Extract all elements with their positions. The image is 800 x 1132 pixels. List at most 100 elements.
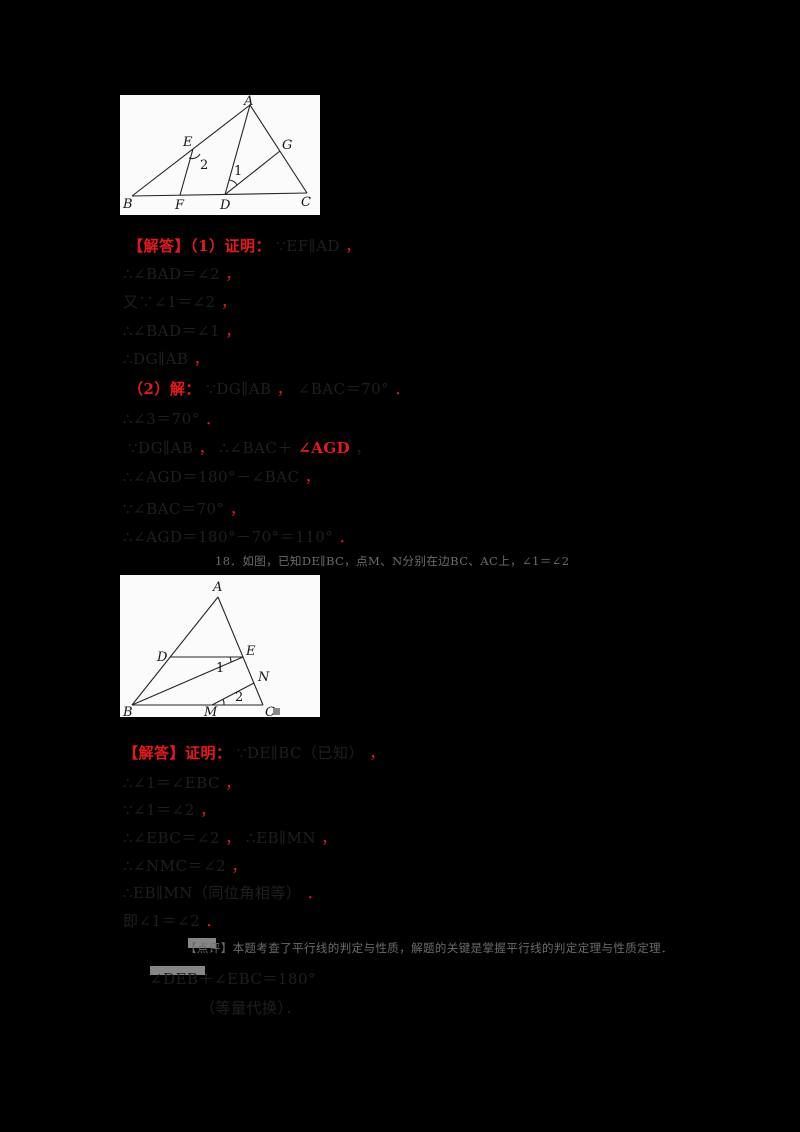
answer-label: 【解答】证明： [123, 744, 232, 762]
red-punctuation: ， [225, 322, 241, 340]
point-label-d: D [219, 198, 231, 213]
figure-1-drawing: A B F D C E G 2 1 [122, 95, 311, 213]
solution1-line-2: ∴∠BAD＝∠2 ， [123, 263, 241, 284]
selection-highlight [150, 966, 205, 975]
proof-statement: ∴EB∥MN（同位角相等） [123, 884, 302, 902]
point-label-a: A [243, 95, 253, 109]
proof-statement: ∵∠1＝∠2 [123, 801, 195, 819]
proof-statement: ∴∠AGD＝180°－70°＝110° [123, 528, 334, 546]
solution1-line-1: 【解答】（1）证明： ∵EF∥AD ， [128, 235, 361, 256]
proof-statement: 又∵∠1＝∠2 [123, 293, 216, 311]
segment-ad [224, 104, 251, 195]
review-note: 【点评】本题考查了平行线的判定与性质，解题的关键是掌握平行线的判定定理与性质定理… [185, 941, 673, 955]
proof-statement: 即∠1＝∠2 [123, 912, 201, 930]
solution1-line-9: ∴∠AGD＝180°－∠BAC ， [123, 466, 320, 487]
red-punctuation: ， [200, 801, 216, 819]
proof-statement: ∠BAC＝70° [297, 380, 390, 398]
problem2-statement: 18．如图，已知DE∥BC，点M、N分别在边BC、AC上，∠1＝∠2 [215, 554, 570, 568]
proof-statement: ∴∠NMC＝∠2 [123, 857, 227, 875]
red-punctuation: ， [225, 774, 241, 792]
proof-statement: ∴∠EBC＝∠2 [123, 829, 220, 847]
edge-ac [217, 596, 264, 706]
scan-artifact [273, 708, 280, 715]
point-label-c: C [265, 705, 275, 717]
solution2-line-7: 即∠1＝∠2 ． [123, 910, 221, 931]
red-punctuation: ． [306, 884, 323, 902]
part2-label: （2）解： [128, 380, 201, 398]
highlighted-term: ∠AGD [298, 439, 351, 457]
red-punctuation: ． [338, 528, 355, 546]
red-punctuation: ， [321, 829, 337, 847]
angle-label-1: 1 [234, 164, 242, 179]
segment-be [131, 656, 244, 706]
angle-label-1: 1 [216, 661, 224, 676]
proof-statement: ， [355, 439, 371, 457]
red-punctuation: ， [231, 857, 247, 875]
point-label-f: F [174, 198, 185, 213]
point-label-m: M [203, 705, 218, 717]
angle-1-arc [228, 179, 238, 186]
proof-statement: ∵DG∥AB [128, 439, 194, 457]
proof-statement: ∵DE∥BC（已知） [236, 744, 365, 762]
angle-2-arc [222, 698, 225, 706]
solution2-line-6: ∴EB∥MN（同位角相等） ． [123, 882, 322, 903]
solution1-line-8: ∵DG∥AB ， ∴∠BAC＋ ∠AGD ， [128, 437, 371, 458]
red-punctuation: ， [229, 500, 246, 518]
red-punctuation: ， [276, 380, 293, 398]
segment-ef [179, 148, 194, 196]
proof-statement: ∴∠3＝70° [123, 410, 200, 428]
solution2-line-5: ∴∠NMC＝∠2 ， [123, 855, 247, 876]
solution2-line-2: ∴∠1＝∠EBC ， [123, 772, 241, 793]
proof-statement: ∴DG∥AB [123, 350, 189, 368]
proof-statement: ∴EB∥MN [246, 829, 316, 847]
segment-mn [211, 682, 255, 706]
point-label-d: D [156, 650, 168, 665]
segment-dg [224, 150, 281, 196]
proof-statement: ∴∠BAD＝∠1 [123, 322, 221, 340]
solution1-line-4: ∴∠BAD＝∠1 ， [123, 320, 241, 341]
angle-2-arc [188, 153, 201, 160]
red-punctuation: ， [369, 744, 385, 762]
proof-statement: ∵∠BAC＝70° [123, 500, 225, 518]
selection-highlight [188, 938, 216, 948]
point-label-e: E [182, 135, 193, 150]
answer-label: 【解答】（1）证明： [128, 237, 271, 255]
closing-line-1: ∠DEB＋∠EBC＝180° [150, 970, 316, 988]
proof-statement: ∵EF∥AD [276, 237, 340, 255]
point-label-c: C [301, 195, 311, 210]
proof-statement: ∴∠BAD＝∠2 [123, 265, 221, 283]
figure-2-triangle-abc: A B C D E N M 1 2 [120, 575, 320, 717]
edge-ba [131, 596, 219, 706]
proof-statement: ∴∠1＝∠EBC [123, 774, 220, 792]
closing-line-2: （等量代换）． [200, 999, 302, 1017]
red-punctuation: ， [225, 829, 241, 847]
point-label-n: N [257, 670, 270, 685]
red-punctuation: ， [225, 265, 241, 283]
red-punctuation: ， [193, 350, 210, 368]
figure-1-triangle-abc: A B F D C E G 2 1 [120, 95, 320, 215]
solution2-line-4: ∴∠EBC＝∠2 ， ∴EB∥MN ， [123, 827, 337, 848]
red-punctuation: ， [345, 237, 361, 255]
solution1-line-6: （2）解： ∵DG∥AB ， ∠BAC＝70° ． [128, 378, 410, 399]
point-label-b: B [122, 197, 133, 212]
solution1-line-3: 又∵∠1＝∠2 ， [123, 291, 237, 312]
angle-label-2: 2 [200, 158, 208, 173]
proof-statement: ∴∠AGD＝180°－∠BAC [123, 468, 300, 486]
point-label-b: B [122, 705, 133, 717]
angle-label-2: 2 [235, 690, 243, 705]
red-punctuation: ． [394, 380, 410, 398]
edge-ac [249, 104, 308, 194]
solution1-line-10: ∵∠BAC＝70° ， [123, 498, 245, 519]
point-label-a: A [212, 580, 222, 595]
edge-ba [131, 104, 251, 197]
figure-2-drawing: A B C D E N M 1 2 [122, 580, 280, 717]
proof-statement: ∵DG∥AB [206, 380, 272, 398]
solution1-line-11: ∴∠AGD＝180°－70°＝110° ． [123, 526, 354, 547]
red-punctuation: ． [205, 410, 221, 428]
proof-statement: ∴∠BAC＋ [219, 439, 293, 457]
red-punctuation: ， [198, 439, 215, 457]
solution2-line-1: 【解答】证明： ∵DE∥BC（已知） ， [123, 742, 385, 763]
point-label-e: E [245, 644, 256, 659]
red-punctuation: ， [304, 468, 321, 486]
